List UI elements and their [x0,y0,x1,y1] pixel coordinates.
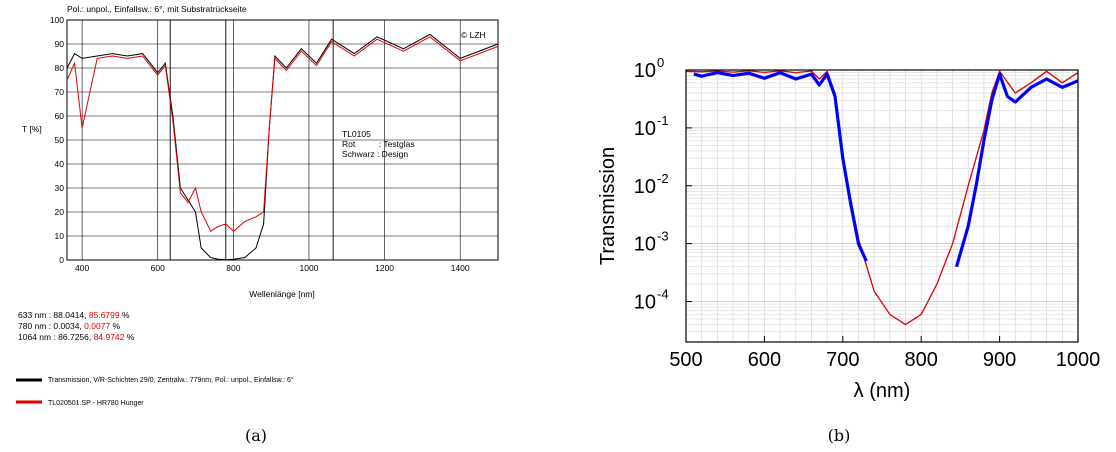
y-tick-exponent: -4 [657,287,669,302]
chart-b-ylabel: Transmission [597,147,619,265]
chart-b-x-ticks: 500 600 700 800 900 1000 [669,336,1100,371]
caption-a: (a) [245,426,267,445]
y-tick-label: 20 [55,207,65,217]
series-line-design-0 [685,70,1079,326]
chart-a-copyright: © LZH [461,30,486,40]
readout-633-label: 633 nm : 88.0414, [18,310,89,320]
chart-a-series [66,33,499,261]
x-tick-label: 800 [905,349,938,371]
y-tick-label: 10 [634,60,656,82]
y-tick-label: 90 [55,39,65,49]
chart-a-y-ticks: 0 10 20 30 40 50 60 70 80 90 100 [50,15,64,265]
y-tick-label: 100 [50,15,64,25]
chart-b-series [685,70,1079,326]
y-tick-exponent: -1 [657,113,669,128]
legend-box-line-3: Schwarz : Design [342,149,408,159]
chart-a-x-ticks: 400 600 800 1000 1200 1400 [75,263,470,273]
y-tick-label: 0 [59,255,64,265]
chart-a-ylabel: T [%] [22,124,42,134]
readout-1064-unit: % [124,332,134,342]
y-tick-exponent: -3 [657,229,669,244]
legend-box-line-2: Rot : Testglas [342,139,415,149]
chart-a-legend: Transmission, V/R-Schichten 29/0, Zentra… [16,376,294,407]
readout-633-unit: % [120,310,130,320]
y-tick-label: 40 [55,159,65,169]
panel-a: Pol.: unpol., Einfallsw.: 6°, mit Substr… [16,4,499,445]
chart-a-grid [67,19,498,261]
y-tick-label: 10 [634,118,656,140]
readout-1064: 1064 nm : 86.7256, 84.9742 % [18,332,135,342]
legend-label-design: Transmission, V/R-Schichten 29/0, Zentra… [48,376,294,384]
readout-780-unit: % [110,321,120,331]
readout-633-test: 85.6799 [89,310,120,320]
chart-a-readouts: 633 nm : 88.0414, 85.6799 % 780 nm : 0.0… [18,310,135,342]
x-tick-label: 900 [983,349,1016,371]
chart-b-frame [685,69,1079,343]
y-tick-exponent: -2 [657,171,669,186]
x-tick-label: 600 [151,263,165,273]
x-tick-label: 700 [826,349,859,371]
y-tick-label: 60 [55,111,65,121]
series-line-test [66,36,499,232]
y-tick-label: 10 [55,231,65,241]
y-tick-label: 10 [634,176,656,198]
chart-b-plot-area [686,70,1078,342]
chart-a-legend-box: TL0105 Rot : Testglas Schwarz : Design [342,129,415,159]
y-tick-label: 10 [634,292,656,314]
legend-label-test: TL020501.SP - HR780 Hunger [48,400,144,407]
y-tick-exponent: 0 [657,55,664,70]
chart-a-title: Pol.: unpol., Einfallsw.: 6°, mit Substr… [67,4,247,14]
y-tick-label: 80 [55,63,65,73]
y-tick-label: 30 [55,183,65,193]
readout-633: 633 nm : 88.0414, 85.6799 % [18,310,130,320]
readout-1064-test: 84.9742 [94,332,125,342]
readout-780-test: 0.0077 [84,321,110,331]
series-line-measured-1 [693,71,868,262]
x-tick-label: 1400 [451,263,470,273]
caption-b: (b) [828,426,851,445]
y-tick-label: 50 [55,135,65,145]
chart-b-xlabel: λ (nm) [854,380,911,402]
y-tick-label: 70 [55,87,65,97]
chart-a-xlabel: Wellenlänge [nm] [249,289,315,299]
legend-box-line-1: TL0105 [342,129,371,139]
series-line-design [66,33,499,261]
readout-1064-label: 1064 nm : 86.7256, [18,332,94,342]
readout-780: 780 nm : 0.0034, 0.0077 % [18,321,121,331]
y-tick-label: 10 [634,234,656,256]
x-tick-label: 500 [669,349,702,371]
series-line-measured-2 [954,72,1079,268]
x-tick-label: 1200 [375,263,394,273]
x-tick-label: 400 [75,263,89,273]
x-tick-label: 600 [748,349,781,371]
x-tick-label: 800 [226,263,240,273]
x-tick-label: 1000 [300,263,319,273]
x-tick-label: 1000 [1056,349,1101,371]
readout-780-label: 780 nm : 0.0034, [18,321,84,331]
chart-a-markers [169,20,334,260]
